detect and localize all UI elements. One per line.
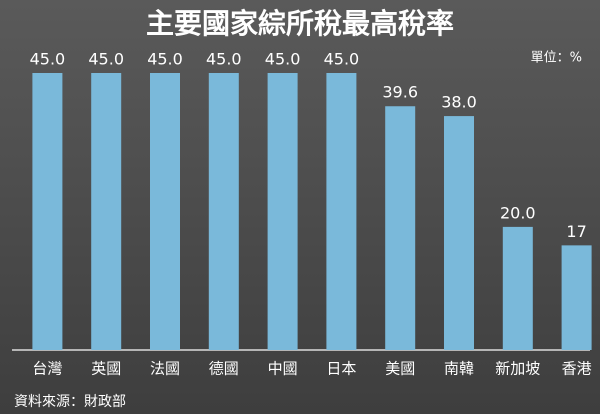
value-label: 45.0 (147, 50, 183, 69)
unit-label: 單位：% (531, 51, 582, 66)
value-label: 45.0 (30, 50, 66, 69)
bar (150, 73, 180, 350)
bar (385, 106, 416, 351)
bar (444, 116, 474, 350)
x-tick-label: 新加坡 (495, 360, 540, 378)
bar (208, 73, 239, 350)
bar (326, 73, 357, 350)
x-tick-label: 南韓 (444, 360, 474, 378)
bar (561, 245, 592, 350)
x-tick-label: 台灣 (32, 360, 62, 378)
value-label: 45.0 (324, 50, 360, 69)
x-tick-label: 德國 (209, 360, 239, 378)
source-note: 資料來源：財政部 (14, 394, 126, 410)
bar (91, 73, 122, 350)
value-label: 20.0 (500, 203, 536, 222)
x-tick-label: 日本 (326, 360, 356, 378)
x-tick-label: 香港 (562, 360, 592, 378)
bar (32, 73, 63, 350)
x-tick-label: 法國 (150, 360, 180, 378)
value-label: 38.0 (441, 93, 477, 112)
x-tick-label: 美國 (385, 360, 415, 378)
bar (502, 226, 533, 350)
value-label: 45.0 (206, 50, 242, 69)
chart-title: 主要國家綜所稅最高稅率 (146, 7, 454, 40)
value-label: 39.6 (382, 83, 418, 102)
value-label: 45.0 (88, 50, 124, 69)
value-label: 17 (566, 222, 586, 241)
bar (267, 73, 298, 350)
x-tick-label: 中國 (268, 360, 298, 378)
value-label: 45.0 (265, 50, 301, 69)
x-tick-label: 英國 (91, 360, 121, 378)
